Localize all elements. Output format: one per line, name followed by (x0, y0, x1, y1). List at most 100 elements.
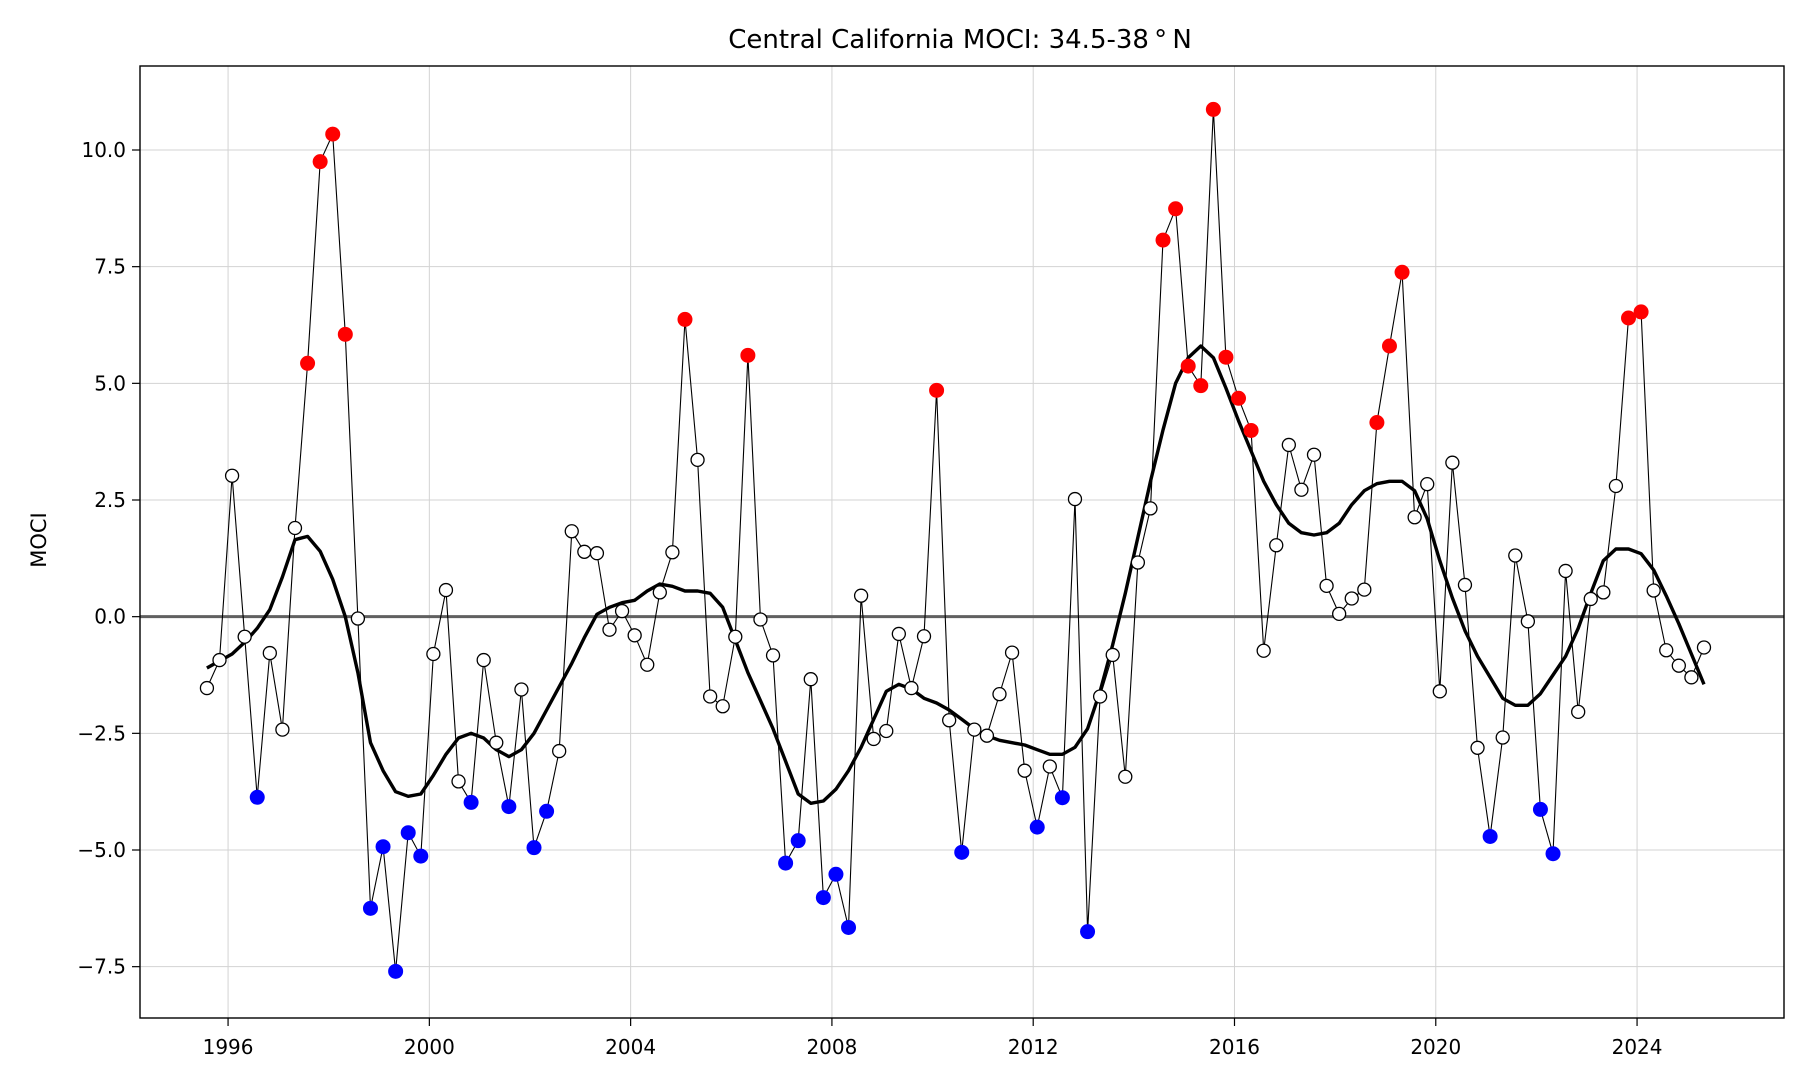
point-neutral (627, 628, 642, 643)
y-tick-label: −2.5 (77, 721, 126, 745)
x-tick-label: 2004 (605, 1035, 656, 1059)
point-neutral (212, 652, 227, 668)
x-tick-label: 1996 (203, 1035, 254, 1059)
point-neutral (715, 699, 730, 714)
point-low (1054, 790, 1070, 806)
point-high (1369, 415, 1385, 431)
point-neutral (640, 657, 655, 672)
x-tick-label: 2012 (1008, 1035, 1059, 1059)
point-high (1381, 338, 1397, 354)
y-tick-label: 5.0 (94, 371, 126, 395)
point-neutral (577, 544, 592, 559)
x-tick-label: 2020 (1410, 1035, 1461, 1059)
point-neutral (275, 722, 290, 737)
point-neutral (1571, 704, 1586, 720)
y-tick-label: 10.0 (81, 138, 126, 162)
point-neutral (1118, 769, 1133, 784)
point-neutral (979, 728, 995, 743)
point-low (413, 848, 429, 864)
point-neutral (476, 652, 491, 668)
point-low (1482, 828, 1498, 844)
point-high (929, 382, 945, 398)
y-tick-label: −7.5 (77, 955, 126, 979)
point-low (790, 833, 806, 849)
point-low (388, 963, 404, 979)
point-high (1155, 232, 1171, 248)
point-neutral (1520, 614, 1536, 629)
point-neutral (1344, 591, 1359, 606)
point-neutral (1130, 555, 1146, 570)
point-neutral (199, 680, 215, 696)
point-neutral (1357, 582, 1372, 597)
point-neutral (1143, 501, 1158, 516)
point-high (337, 326, 353, 342)
point-low (375, 839, 391, 855)
point-neutral (665, 545, 680, 560)
point-high (1168, 201, 1184, 217)
point-neutral (514, 682, 529, 697)
point-neutral (904, 680, 919, 696)
point-neutral (1407, 510, 1422, 525)
point-neutral (853, 588, 869, 603)
point-neutral (1004, 645, 1020, 660)
point-neutral (451, 774, 466, 789)
series-line-quarterly (206, 109, 1705, 972)
point-neutral (438, 582, 454, 598)
point-low (1545, 846, 1561, 862)
point-neutral (967, 722, 982, 737)
point-low (501, 799, 517, 815)
point-neutral (1105, 647, 1120, 663)
point-neutral (589, 546, 605, 561)
point-neutral (1067, 491, 1083, 507)
point-low (400, 825, 416, 841)
point-neutral (426, 646, 441, 662)
y-tick-label: 2.5 (94, 488, 126, 512)
point-high (1218, 349, 1234, 365)
x-tick-label: 2008 (806, 1035, 857, 1059)
point-low (1029, 819, 1045, 835)
point-low (815, 890, 831, 906)
point-high (1633, 304, 1649, 320)
point-high (1231, 390, 1247, 406)
point-low (249, 789, 265, 805)
point-neutral (728, 629, 743, 644)
point-neutral (1445, 455, 1460, 470)
x-axis-ticks: 1996 2000 2004 2008 2012 2016 2020 2024 (203, 1018, 1663, 1059)
point-neutral (489, 735, 504, 750)
point-neutral (891, 626, 906, 642)
point-neutral (753, 612, 768, 627)
chart-title: Central California MOCI: 34.5-38 ° N (728, 25, 1192, 55)
point-neutral (702, 689, 718, 704)
point-low (778, 855, 794, 871)
point-neutral (803, 672, 818, 687)
point-neutral (564, 524, 579, 539)
point-low (841, 919, 857, 935)
point-neutral (602, 622, 617, 637)
x-tick-label: 2016 (1209, 1035, 1260, 1059)
point-high (1621, 310, 1637, 326)
y-tick-label: 7.5 (94, 255, 126, 279)
plot-frame (139, 65, 1785, 1019)
point-neutral (1432, 684, 1447, 699)
point-high (1394, 264, 1410, 280)
point-neutral (1092, 689, 1108, 704)
point-neutral (224, 468, 240, 483)
point-high (1243, 422, 1259, 438)
y-axis-ticks: −7.5 −5.0 −2.5 0.0 2.5 5.0 7.5 10.0 (77, 138, 140, 979)
point-neutral (1017, 763, 1032, 778)
y-tick-label: 0.0 (94, 605, 126, 629)
data-points (199, 101, 1712, 979)
point-neutral (1558, 563, 1573, 579)
series-layer (206, 109, 1706, 972)
point-neutral (992, 686, 1007, 702)
point-neutral (1470, 740, 1485, 755)
point-neutral (1495, 730, 1510, 745)
series-line-smoothed (206, 344, 1706, 805)
point-low (463, 794, 479, 810)
point-neutral (1332, 606, 1347, 622)
point-neutral (652, 585, 667, 600)
point-neutral (690, 452, 705, 468)
point-neutral (1420, 476, 1435, 492)
point-neutral (879, 723, 894, 739)
